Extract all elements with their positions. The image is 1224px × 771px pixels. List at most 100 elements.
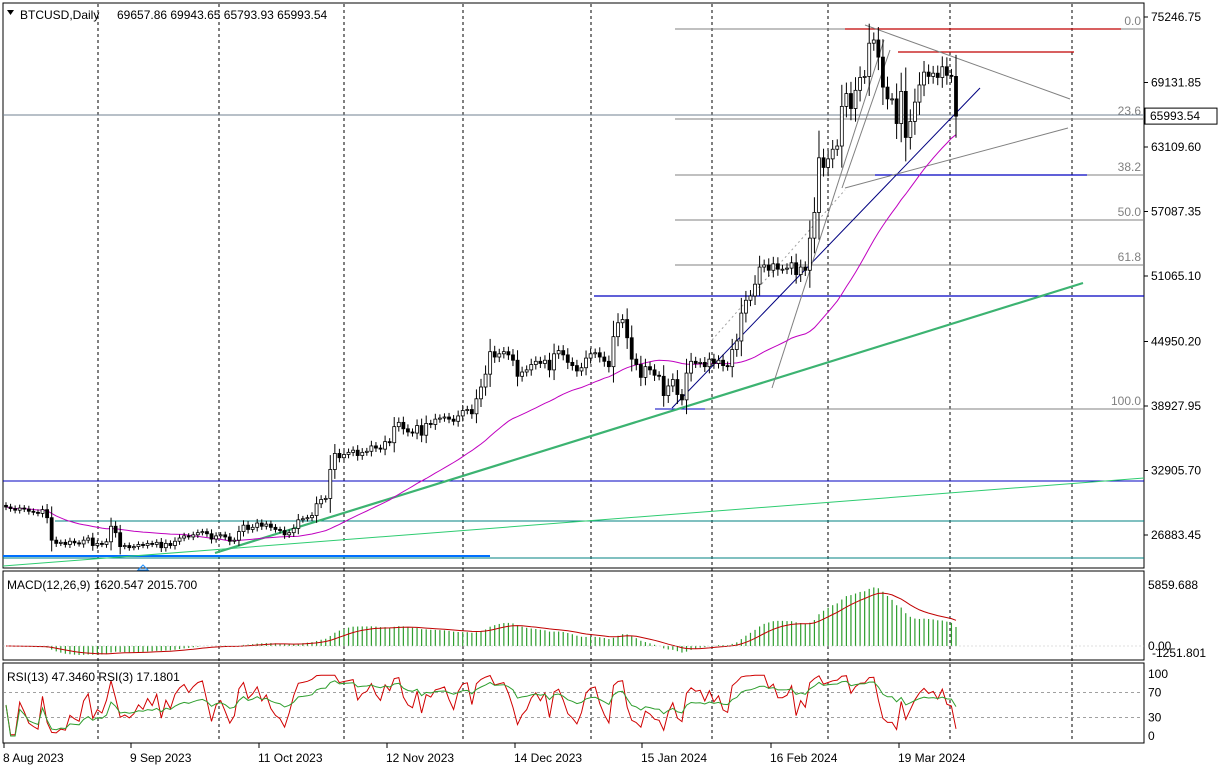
- candle-136: [625, 308, 630, 349]
- candle-body: [807, 237, 812, 271]
- collapse-arrow-icon[interactable]: [7, 10, 14, 15]
- candle-body: [232, 539, 237, 542]
- candle-176: [807, 220, 812, 288]
- candle-114: [524, 365, 529, 377]
- price-label-0: 75246.75: [1151, 10, 1201, 24]
- fib-label-3: 50.0: [1118, 205, 1142, 219]
- macd-panel[interactable]: [3, 587, 1144, 655]
- candle-body: [533, 360, 538, 365]
- candle-body: [890, 98, 894, 101]
- candle-130: [597, 347, 602, 363]
- candle-body: [118, 532, 123, 548]
- candle-body: [597, 352, 602, 358]
- candle-body: [702, 361, 707, 368]
- candle-body: [396, 421, 401, 428]
- candle-168: [771, 256, 776, 278]
- candle-body: [419, 425, 424, 436]
- candle-34: [159, 537, 164, 553]
- candle-44: [205, 528, 209, 537]
- candle-87: [401, 416, 406, 435]
- candle-181: [830, 139, 835, 169]
- candle-body: [903, 91, 908, 138]
- candle-190: [871, 32, 876, 51]
- candle-body: [447, 416, 451, 420]
- candle-body: [186, 535, 191, 538]
- candle-88: [406, 424, 410, 437]
- candle-43: [200, 528, 205, 536]
- candle-body: [273, 526, 278, 530]
- candle-95: [437, 414, 442, 423]
- candle-body: [529, 364, 534, 371]
- candle-120: [552, 343, 556, 381]
- candle-body: [300, 518, 305, 521]
- fibonacci-retracement[interactable]: 0.0 23.6 38.2 50.0 61.8 100.0: [675, 14, 1144, 410]
- candle-201: [922, 60, 926, 97]
- candle-body: [195, 532, 200, 536]
- candle-body: [328, 469, 333, 499]
- candle-60: [278, 526, 282, 534]
- candle-6: [31, 508, 36, 516]
- price-label-6: 38927.95: [1151, 399, 1201, 413]
- candle-body: [364, 450, 369, 453]
- candle-body: [552, 353, 556, 371]
- candle-body: [150, 542, 155, 545]
- candle-9: [45, 503, 50, 524]
- candle-22: [104, 538, 109, 548]
- candle-body: [744, 299, 748, 314]
- candle-body: [406, 428, 410, 433]
- candle-185: [849, 81, 853, 121]
- candle-body: [716, 359, 721, 364]
- candle-78: [360, 448, 365, 460]
- ohlc-label: 69657.86 69943.65 65793.93 65993.54: [117, 8, 328, 22]
- candle-body: [255, 522, 260, 528]
- candle-193: [885, 76, 890, 110]
- candle-body: [575, 365, 579, 372]
- candle-137: [629, 325, 634, 372]
- candle-138: [634, 353, 639, 371]
- candle-122: [561, 345, 566, 361]
- rsi13-line: [5, 680, 957, 737]
- candle-body: [912, 101, 917, 122]
- candle-body: [163, 542, 168, 549]
- time-axis: 8 Aug 2023 9 Sep 2023 11 Oct 2023 12 Nov 20…: [3, 743, 966, 765]
- candle-body: [378, 447, 383, 450]
- candle-121: [556, 345, 561, 359]
- candle-63: [291, 524, 296, 537]
- trend-lines[interactable]: [2, 24, 1145, 571]
- candle-76: [351, 446, 356, 457]
- candlesticks[interactable]: [4, 23, 958, 555]
- rsi-panel[interactable]: [3, 674, 1144, 737]
- candle-body: [725, 365, 730, 368]
- candle-body: [881, 56, 885, 88]
- candle-body: [922, 71, 926, 86]
- candle-body: [931, 72, 936, 77]
- candle-174: [798, 259, 803, 283]
- candle-192: [881, 39, 885, 106]
- candle-body: [830, 148, 835, 160]
- candle-body: [58, 541, 63, 544]
- candle-148: [680, 388, 684, 406]
- candle-30: [141, 541, 145, 549]
- candle-body: [200, 531, 205, 534]
- candle-61: [282, 526, 287, 539]
- candle-169: [775, 257, 780, 276]
- candle-129: [593, 348, 598, 359]
- candle-113: [520, 366, 525, 382]
- candle-86: [396, 417, 401, 432]
- candle-156: [716, 355, 721, 369]
- candle-142: [652, 364, 657, 381]
- price-label-5: 44950.20: [1151, 334, 1201, 348]
- candle-body: [173, 540, 177, 546]
- candle-25: [118, 524, 123, 555]
- candle-52: [241, 520, 246, 537]
- candle-body: [182, 535, 187, 539]
- candle-151: [693, 356, 698, 368]
- candle-208: [954, 54, 958, 138]
- candle-body: [415, 425, 419, 434]
- candle-body: [515, 359, 520, 377]
- candle-body: [579, 367, 584, 372]
- candle-body: [648, 366, 652, 371]
- fib-label-4: 61.8: [1118, 250, 1142, 264]
- rsi-axis-0: 0: [1148, 729, 1155, 743]
